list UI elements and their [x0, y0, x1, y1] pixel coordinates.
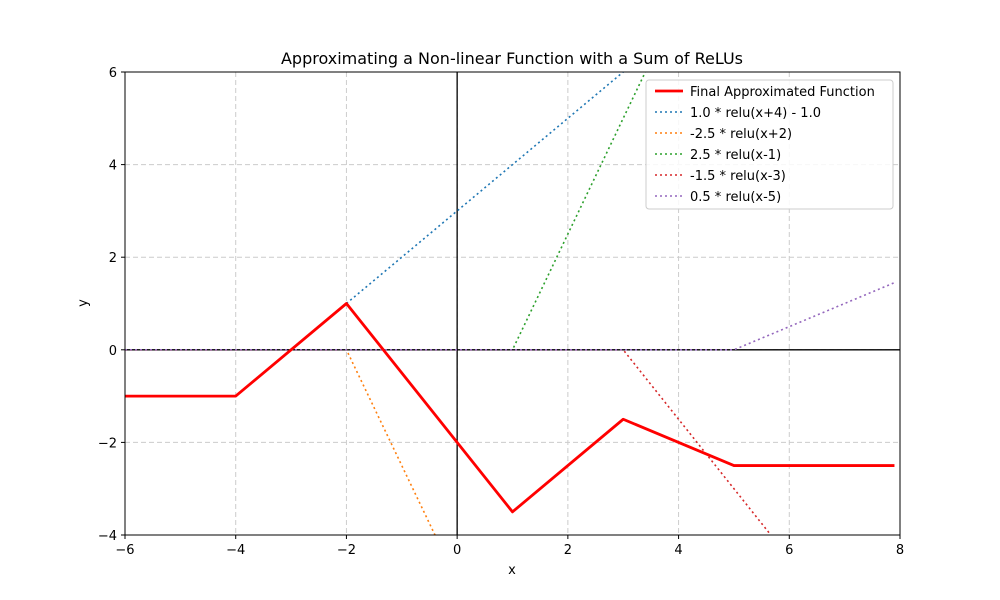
y-tick-label: 4 — [109, 159, 117, 174]
x-tick-label: 6 — [785, 543, 793, 558]
y-tick-label: 2 — [109, 251, 117, 266]
reference-lines — [125, 72, 900, 535]
series-line-0 — [125, 302, 895, 514]
chart-title: Approximating a Non-linear Function with… — [281, 49, 743, 68]
legend-label-2: -2.5 * relu(x+2) — [690, 127, 792, 142]
y-tick-label: 6 — [109, 66, 117, 81]
x-tick-label: −6 — [115, 543, 134, 558]
legend-label-0: Final Approximated Function — [690, 85, 875, 100]
plot-frame — [124, 71, 901, 536]
legend-label-4: -1.5 * relu(x-3) — [690, 169, 786, 184]
legend-label-1: 1.0 * relu(x+4) - 1.0 — [690, 106, 821, 121]
legend-label-5: 0.5 * relu(x-5) — [690, 190, 781, 205]
legend-label-3: 2.5 * relu(x-1) — [690, 148, 781, 163]
y-axis-label: y — [76, 299, 91, 307]
y-tick-label: −2 — [98, 436, 117, 451]
series-layer — [125, 72, 895, 535]
x-tick-label: 4 — [674, 543, 682, 558]
x-tick-label: −2 — [337, 543, 356, 558]
x-axis-label: x — [508, 563, 516, 578]
x-tick-label: 2 — [564, 543, 572, 558]
y-tick-label: −4 — [98, 529, 117, 544]
y-tick-label: 0 — [109, 344, 117, 359]
x-tick-label: −4 — [226, 543, 245, 558]
x-tick-label: 8 — [896, 543, 904, 558]
legend-box — [645, 79, 894, 210]
legend: Final Approximated Function 1.0 * relu(x+… — [645, 79, 894, 210]
x-tick-label: 0 — [453, 543, 461, 558]
